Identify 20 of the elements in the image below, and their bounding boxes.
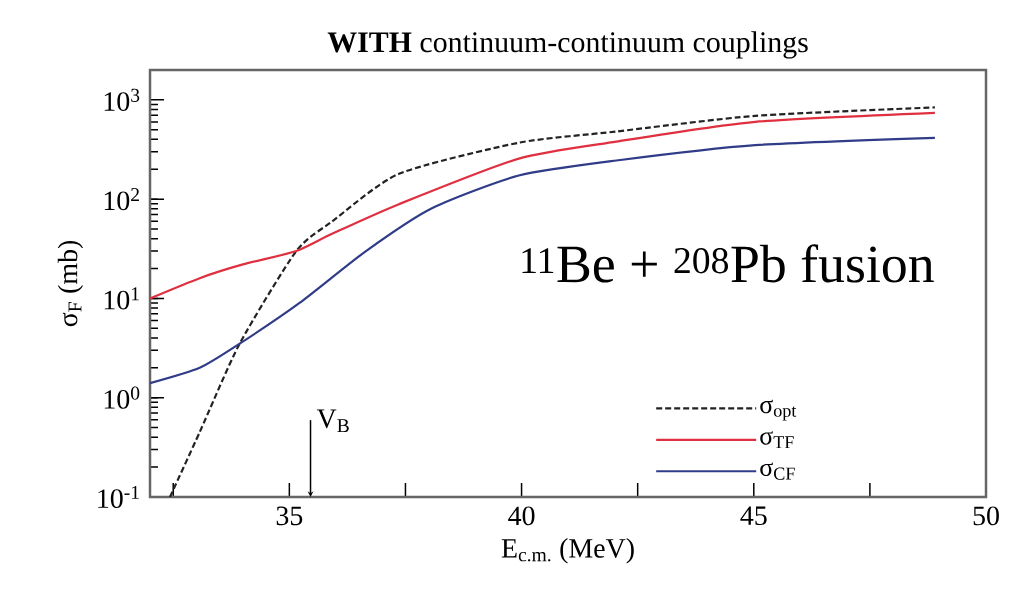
annotation: V$_{B}$	[316, 409, 349, 433]
legend-label: σ$_{CF}$	[760, 462, 795, 480]
line-series	[168, 106, 937, 497]
x-tick-label: 50	[973, 506, 999, 526]
legend-label: σ$_{TF}$	[760, 431, 794, 449]
chart-title: WITH continuum-continuum couplings	[327, 31, 808, 59]
y-tick-label: 10$^{0}$	[104, 386, 140, 409]
y-tick-label: 10$^{1}$	[104, 287, 139, 310]
x-tick-label: 40	[508, 506, 535, 526]
annotation: $^{11}$Be + $^{208}$Pb fusion	[522, 244, 934, 283]
x-tick-label: 35	[276, 506, 303, 526]
legend-label: σ$_{opt}$	[760, 399, 797, 421]
x-tick-label: 45	[740, 506, 767, 526]
y-axis-title: σ$_{F}$ (mb)	[57, 240, 84, 327]
y-tick-label: 10$^{-1}$	[98, 485, 139, 509]
x-axis-title: E$_{c.m.}$ (MeV)	[501, 538, 634, 564]
y-tick-label: 10$^{2}$	[104, 188, 139, 211]
line-series	[150, 111, 937, 300]
line-series	[150, 136, 937, 385]
y-tick-label: 10$^{3}$	[104, 88, 140, 111]
